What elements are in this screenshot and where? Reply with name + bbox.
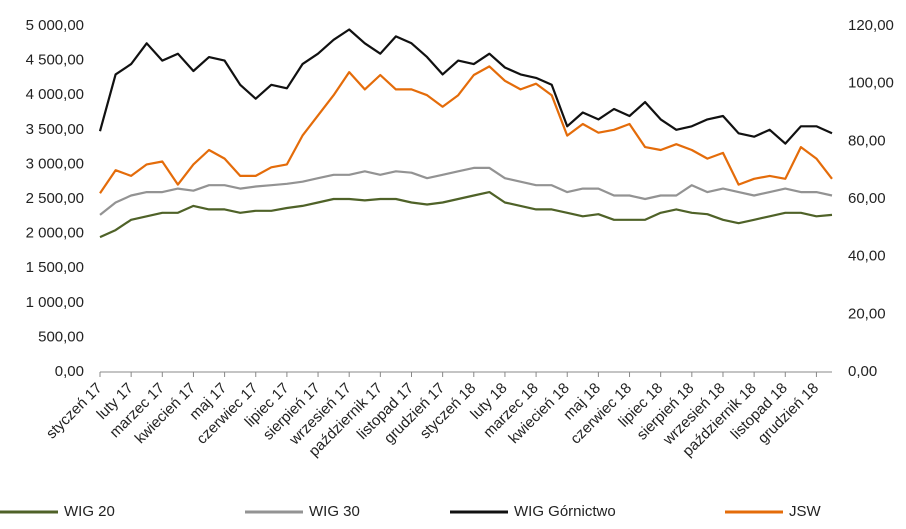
y2-tick-label: 0,00 xyxy=(848,363,877,380)
y-tick-label: 1 000,00 xyxy=(26,294,84,311)
series-line xyxy=(99,166,833,216)
y-tick-label: 4 000,00 xyxy=(26,86,84,103)
y-tick-label: 3 000,00 xyxy=(26,155,84,172)
y-tick-label: 1 500,00 xyxy=(26,259,84,276)
legend-label: WIG 30 xyxy=(309,503,360,520)
y2-tick-label: 100,00 xyxy=(848,75,894,92)
legend-label: JSW xyxy=(789,503,822,520)
series-line xyxy=(98,28,833,145)
y-tick-label: 4 500,00 xyxy=(26,52,84,69)
legend-label: WIG Górnictwo xyxy=(514,503,616,520)
y-tick-label: 2 500,00 xyxy=(26,190,84,207)
y2-tick-label: 80,00 xyxy=(848,132,886,149)
y2-tick-label: 60,00 xyxy=(848,190,886,207)
series-line xyxy=(99,191,833,239)
y-tick-label: 3 500,00 xyxy=(26,121,84,138)
y2-tick-label: 20,00 xyxy=(848,305,886,322)
y-tick-label: 0,00 xyxy=(55,363,84,380)
legend-label: WIG 20 xyxy=(64,503,115,520)
y2-tick-label: 40,00 xyxy=(848,248,886,265)
y-tick-label: 2 000,00 xyxy=(26,225,84,242)
y-tick-label: 5 000,00 xyxy=(26,17,84,34)
y2-tick-label: 120,00 xyxy=(848,17,894,34)
series-line xyxy=(99,65,833,194)
y-tick-label: 500,00 xyxy=(38,328,84,345)
